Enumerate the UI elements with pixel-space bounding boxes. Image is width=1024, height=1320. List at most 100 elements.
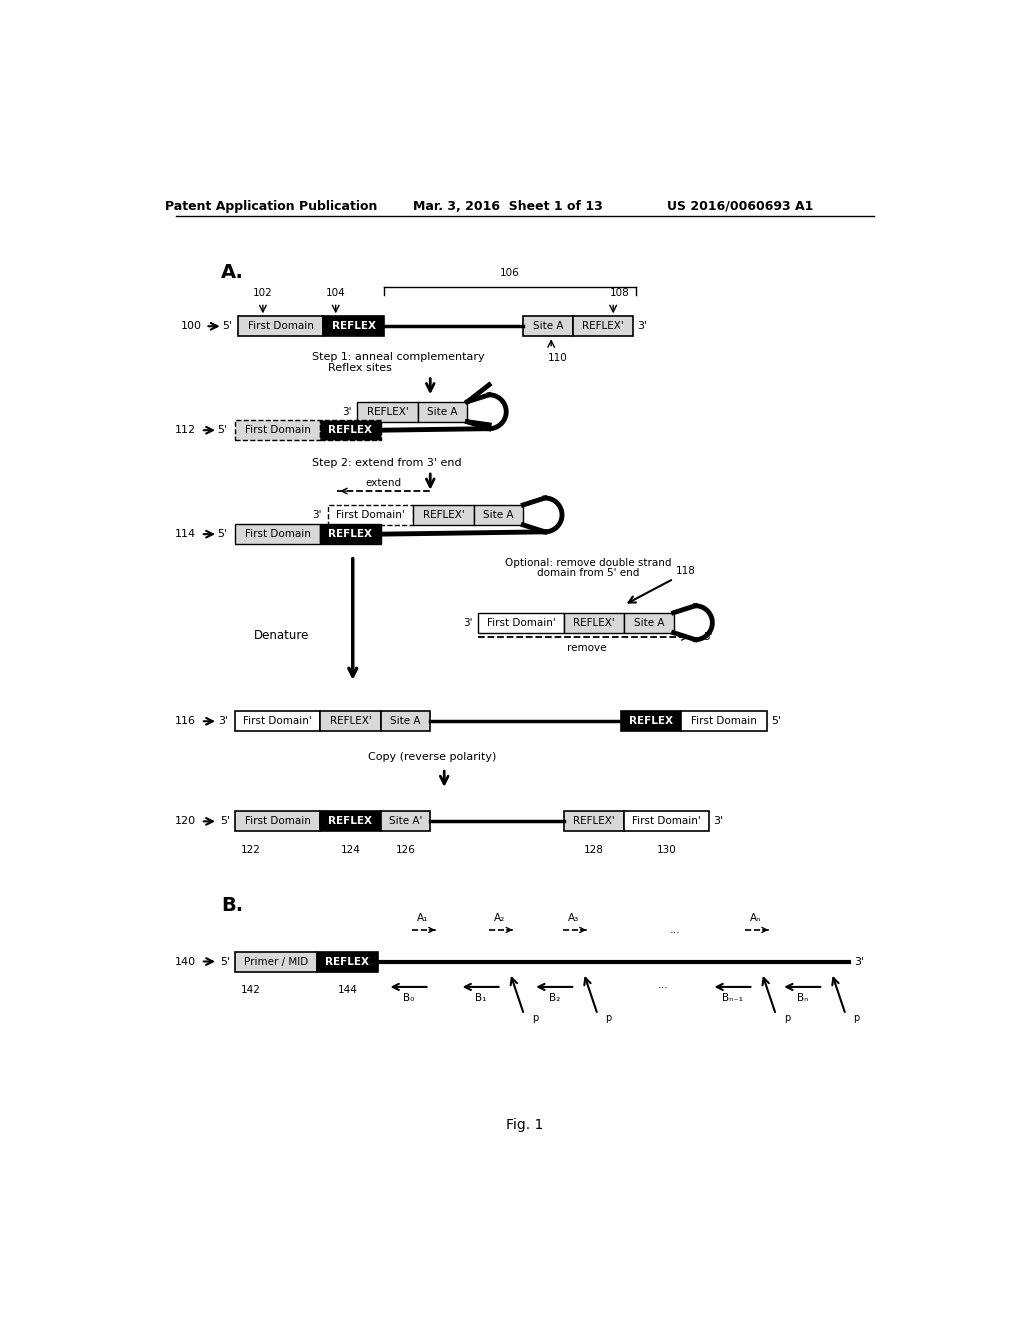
- Text: 108: 108: [609, 288, 629, 298]
- FancyBboxPatch shape: [474, 506, 523, 525]
- Text: REFLEX': REFLEX': [423, 510, 464, 520]
- Text: 5': 5': [217, 425, 227, 436]
- Text: Primer / MID: Primer / MID: [244, 957, 308, 966]
- FancyBboxPatch shape: [234, 420, 321, 441]
- Text: p: p: [783, 1014, 790, 1023]
- Text: 116: 116: [175, 717, 197, 726]
- FancyBboxPatch shape: [357, 401, 418, 422]
- Text: 5': 5': [220, 957, 230, 966]
- Text: First Domain': First Domain': [486, 618, 555, 628]
- Text: REFLEX: REFLEX: [329, 529, 373, 539]
- Text: REFLEX': REFLEX': [572, 816, 614, 826]
- Text: ...: ...: [670, 925, 681, 935]
- FancyBboxPatch shape: [381, 711, 430, 731]
- Text: 102: 102: [253, 288, 272, 298]
- Text: First Domain: First Domain: [245, 816, 310, 826]
- Text: Aₙ: Aₙ: [751, 912, 762, 923]
- Text: 5': 5': [222, 321, 232, 331]
- Text: 100: 100: [180, 321, 202, 331]
- FancyBboxPatch shape: [624, 812, 710, 832]
- FancyBboxPatch shape: [317, 952, 378, 972]
- Text: Reflex sites: Reflex sites: [328, 363, 392, 372]
- Text: Patent Application Publication: Patent Application Publication: [165, 199, 378, 213]
- Text: 114: 114: [175, 529, 197, 539]
- Text: 3': 3': [312, 510, 322, 520]
- Text: First Domain: First Domain: [245, 425, 310, 436]
- Text: 128: 128: [584, 845, 604, 855]
- Text: B₂: B₂: [549, 993, 560, 1003]
- Text: Bₙ₋₁: Bₙ₋₁: [722, 993, 743, 1003]
- Text: Site A': Site A': [389, 816, 422, 826]
- FancyBboxPatch shape: [418, 401, 467, 422]
- FancyBboxPatch shape: [478, 612, 563, 632]
- Text: 106: 106: [500, 268, 519, 279]
- Text: REFLEX: REFLEX: [329, 425, 373, 436]
- Text: 5': 5': [702, 632, 713, 643]
- FancyBboxPatch shape: [321, 524, 381, 544]
- Text: p: p: [853, 1014, 860, 1023]
- FancyBboxPatch shape: [563, 812, 624, 832]
- Text: 130: 130: [656, 845, 677, 855]
- Text: 5': 5': [217, 529, 227, 539]
- Text: Optional: remove double strand: Optional: remove double strand: [505, 557, 672, 568]
- Text: 126: 126: [395, 845, 416, 855]
- FancyBboxPatch shape: [328, 506, 414, 525]
- Text: REFLEX: REFLEX: [629, 717, 673, 726]
- FancyBboxPatch shape: [572, 317, 633, 337]
- Text: 3': 3': [714, 816, 724, 826]
- Text: p: p: [531, 1014, 538, 1023]
- Text: extend: extend: [366, 478, 401, 488]
- FancyBboxPatch shape: [681, 711, 767, 731]
- Text: 144: 144: [337, 985, 357, 995]
- Text: A.: A.: [221, 263, 244, 282]
- Text: A₂: A₂: [495, 912, 506, 923]
- Text: Site A: Site A: [634, 618, 664, 628]
- FancyBboxPatch shape: [523, 317, 572, 337]
- Text: 3': 3': [463, 618, 472, 628]
- Text: Site A: Site A: [483, 510, 514, 520]
- Text: 3': 3': [638, 321, 647, 331]
- Text: B.: B.: [221, 896, 243, 915]
- Text: Denature: Denature: [254, 630, 309, 643]
- Text: 104: 104: [326, 288, 345, 298]
- Text: REFLEX: REFLEX: [326, 957, 370, 966]
- Text: 140: 140: [175, 957, 197, 966]
- Text: 120: 120: [175, 816, 197, 826]
- Text: First Domain': First Domain': [336, 510, 404, 520]
- Text: REFLEX': REFLEX': [572, 618, 614, 628]
- Text: 5': 5': [220, 816, 230, 826]
- Text: Site A: Site A: [532, 321, 563, 331]
- Text: A₃: A₃: [568, 912, 580, 923]
- FancyBboxPatch shape: [321, 711, 381, 731]
- Text: 118: 118: [676, 566, 696, 576]
- Text: 110: 110: [548, 352, 567, 363]
- Text: p: p: [605, 1014, 611, 1023]
- Text: REFLEX': REFLEX': [367, 407, 409, 417]
- Text: REFLEX: REFLEX: [332, 321, 376, 331]
- FancyBboxPatch shape: [234, 711, 321, 731]
- Text: domain from 5' end: domain from 5' end: [538, 568, 640, 578]
- FancyBboxPatch shape: [234, 952, 317, 972]
- Text: 112: 112: [175, 425, 197, 436]
- Text: Mar. 3, 2016  Sheet 1 of 13: Mar. 3, 2016 Sheet 1 of 13: [413, 199, 603, 213]
- Text: Site A: Site A: [390, 717, 421, 726]
- FancyBboxPatch shape: [414, 506, 474, 525]
- Text: Fig. 1: Fig. 1: [506, 1118, 544, 1131]
- FancyBboxPatch shape: [234, 524, 321, 544]
- Text: 3': 3': [342, 407, 351, 417]
- FancyBboxPatch shape: [324, 317, 384, 337]
- Text: REFLEX': REFLEX': [330, 717, 372, 726]
- FancyBboxPatch shape: [238, 317, 324, 337]
- Text: Site A: Site A: [427, 407, 458, 417]
- Text: US 2016/0060693 A1: US 2016/0060693 A1: [667, 199, 813, 213]
- Text: Bₙ: Bₙ: [797, 993, 808, 1003]
- FancyBboxPatch shape: [621, 711, 681, 731]
- Text: REFLEX': REFLEX': [583, 321, 624, 331]
- Text: REFLEX: REFLEX: [329, 816, 373, 826]
- Text: 5': 5': [771, 717, 781, 726]
- FancyBboxPatch shape: [321, 812, 381, 832]
- Text: First Domain: First Domain: [245, 529, 310, 539]
- Text: 3': 3': [218, 717, 228, 726]
- Text: B₀: B₀: [402, 993, 415, 1003]
- Text: B₁: B₁: [475, 993, 486, 1003]
